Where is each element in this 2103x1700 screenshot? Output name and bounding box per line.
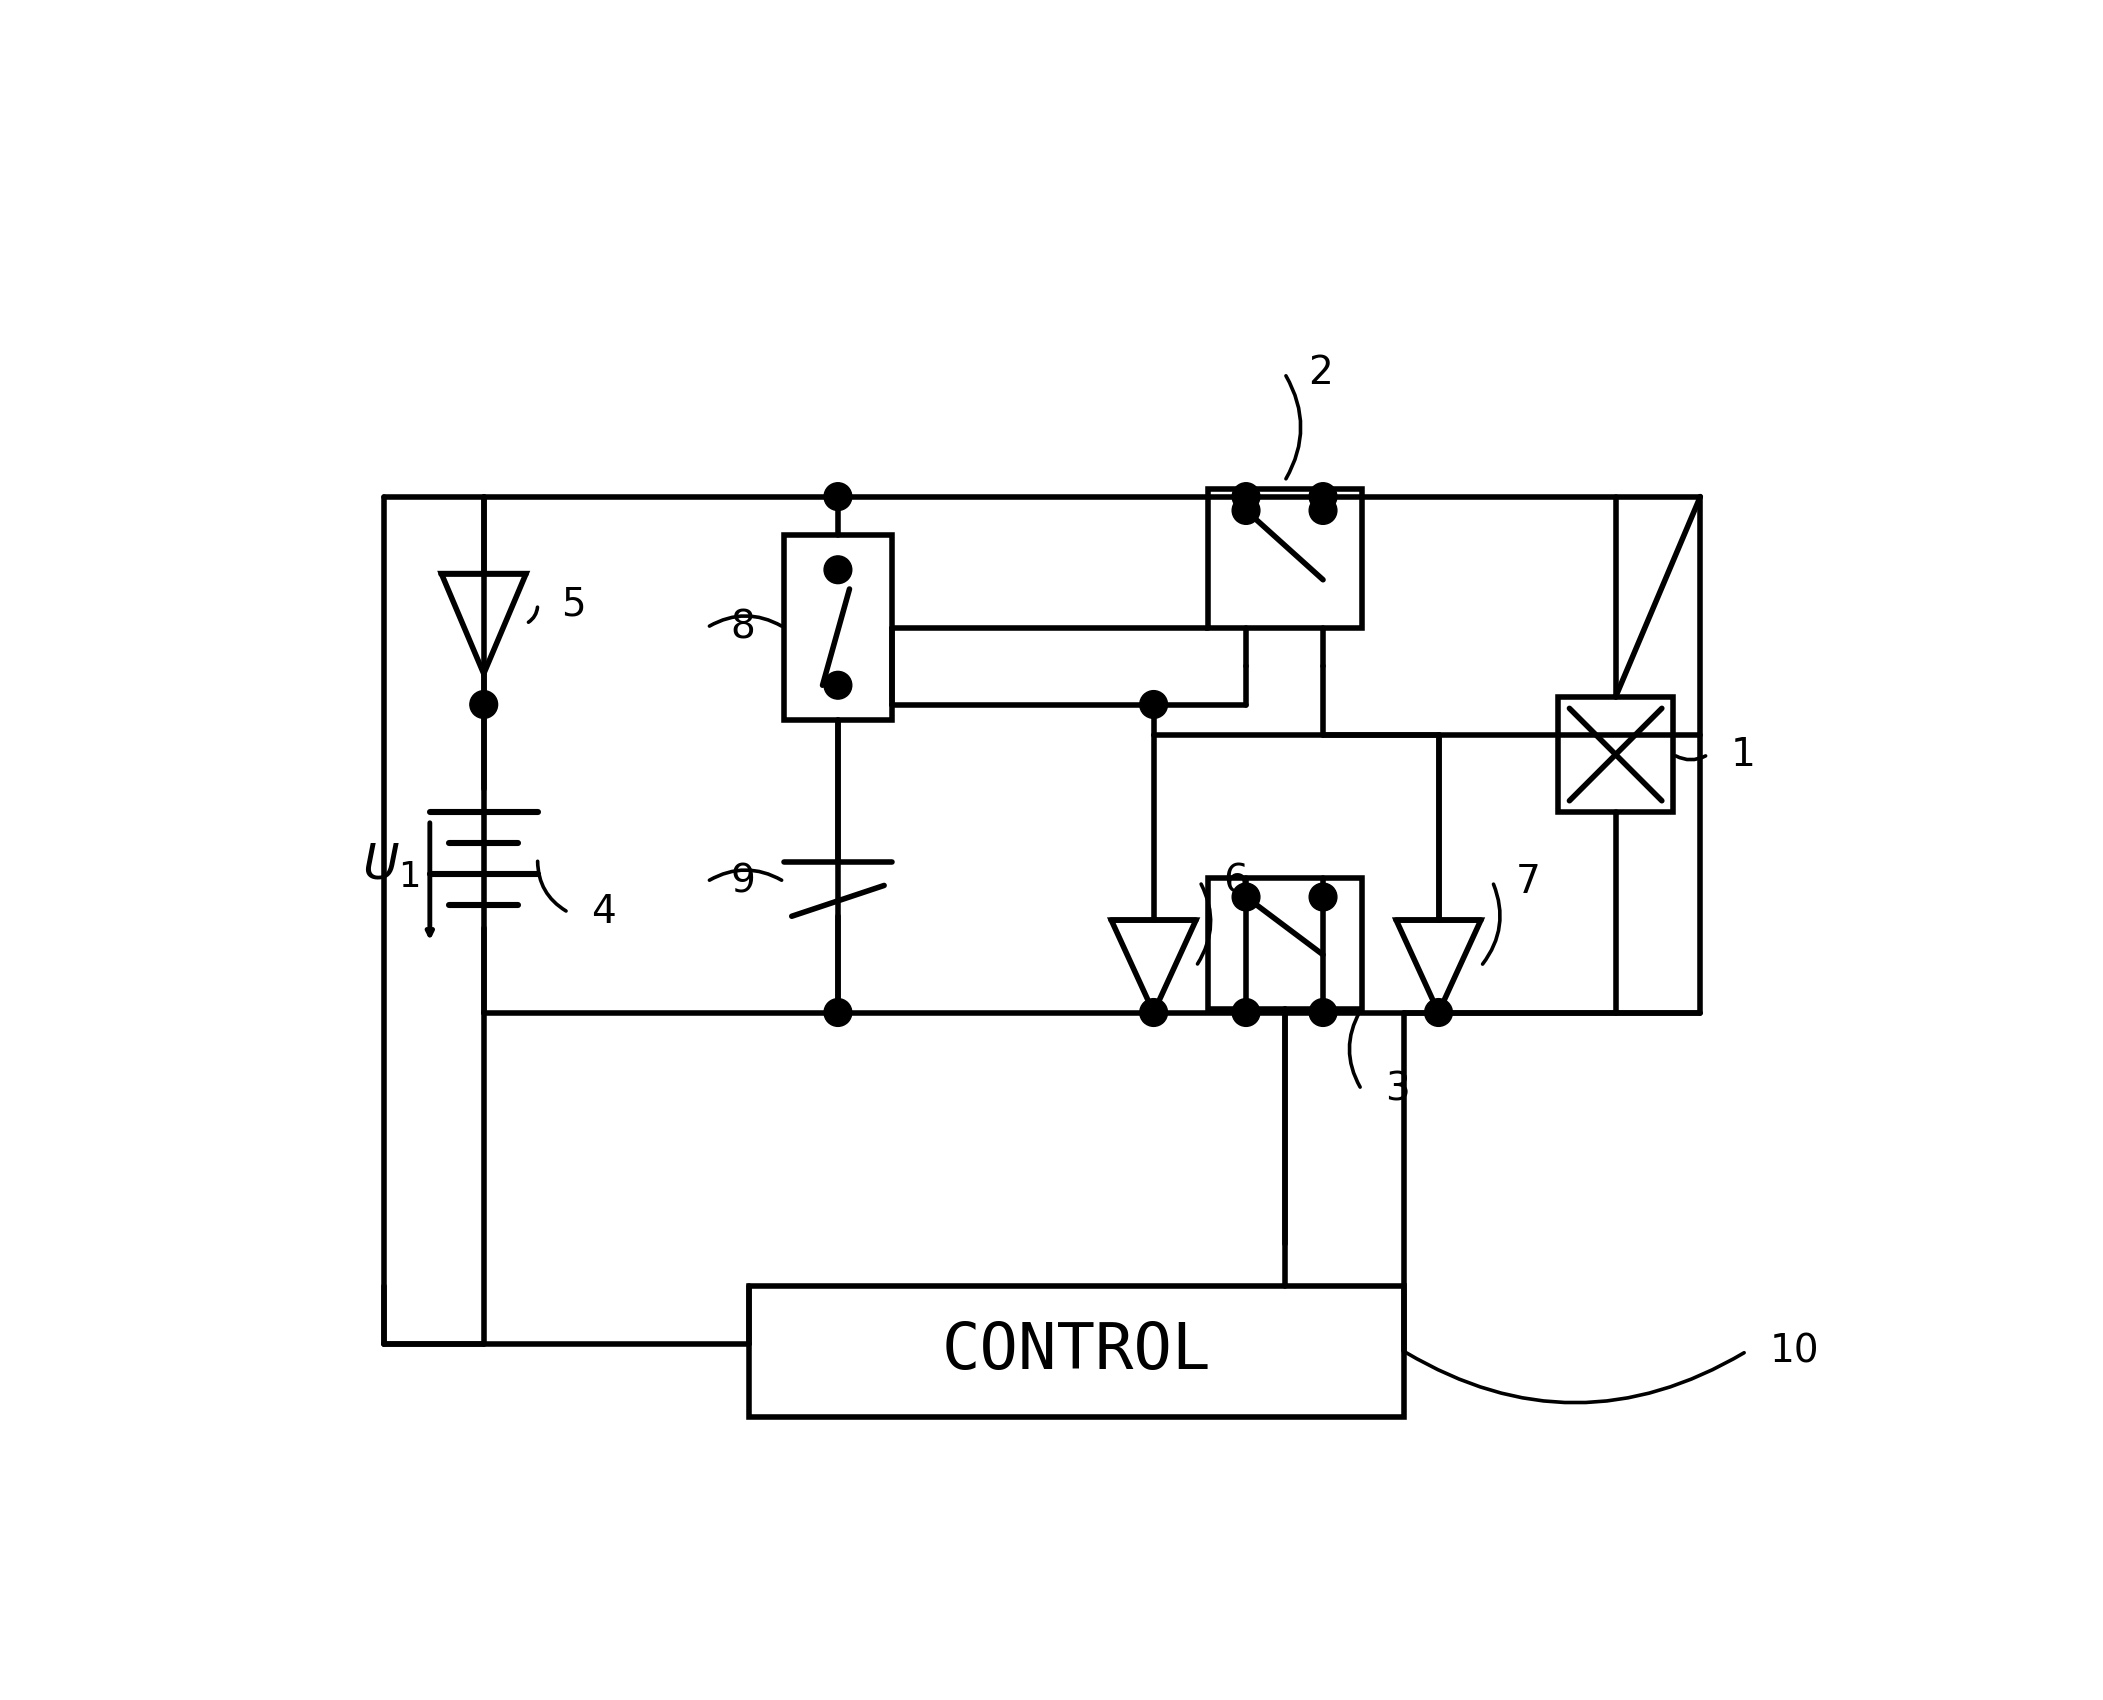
Text: 8: 8	[730, 609, 755, 646]
Circle shape	[824, 483, 852, 510]
Circle shape	[1232, 496, 1260, 524]
Circle shape	[1310, 998, 1338, 1027]
Text: 6: 6	[1224, 862, 1247, 901]
Circle shape	[1232, 882, 1260, 911]
Text: CONTROL: CONTROL	[942, 1321, 1211, 1382]
Bar	[1558, 697, 1674, 813]
Circle shape	[824, 998, 852, 1027]
Text: 2: 2	[1308, 354, 1333, 393]
Circle shape	[1310, 882, 1338, 911]
Bar	[1207, 490, 1361, 627]
Text: 3: 3	[1384, 1071, 1409, 1108]
Circle shape	[469, 690, 498, 719]
Text: $U_1$: $U_1$	[362, 842, 421, 891]
Circle shape	[824, 672, 852, 699]
Text: 4: 4	[591, 894, 616, 932]
Text: 10: 10	[1769, 1333, 1819, 1370]
Circle shape	[824, 556, 852, 583]
Bar	[784, 536, 892, 719]
Text: 1: 1	[1731, 736, 1756, 774]
Circle shape	[1232, 998, 1260, 1027]
Text: 5: 5	[562, 585, 585, 624]
Circle shape	[1140, 690, 1167, 719]
Bar	[749, 1285, 1405, 1416]
Circle shape	[1424, 998, 1453, 1027]
Circle shape	[1310, 496, 1338, 524]
Circle shape	[1310, 483, 1338, 510]
Text: 7: 7	[1516, 862, 1539, 901]
Circle shape	[1232, 483, 1260, 510]
Circle shape	[1140, 998, 1167, 1027]
Text: 9: 9	[730, 862, 755, 901]
Bar	[1207, 877, 1361, 1008]
